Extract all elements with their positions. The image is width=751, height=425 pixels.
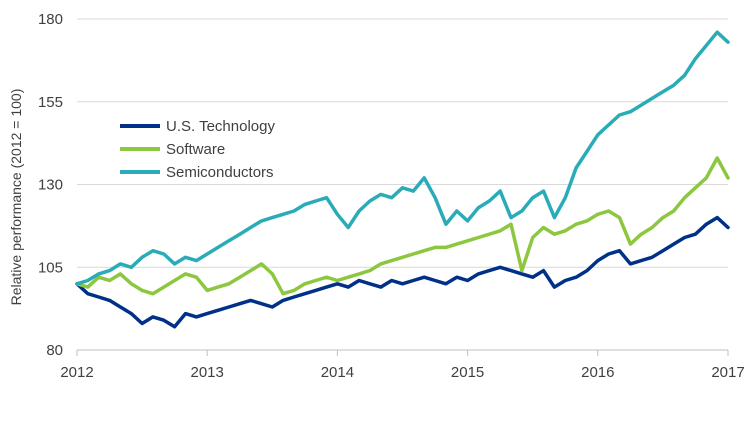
series-line-u-s-technology xyxy=(75,215,730,329)
series-layer xyxy=(75,30,730,329)
x-tick-label-2013: 2013 xyxy=(191,364,224,381)
x-tick-label-2014: 2014 xyxy=(321,364,354,381)
y-axis: 80 105 130 155 180 xyxy=(38,11,728,359)
y-axis-title: Relative performance (2012 = 100) xyxy=(8,89,24,306)
series-line-semiconductors xyxy=(75,30,730,286)
y-tick-label-155: 155 xyxy=(38,94,63,111)
series-line-software xyxy=(75,156,730,296)
legend: U.S. Technology Software Semiconductors xyxy=(120,118,275,181)
x-tick-label-2016: 2016 xyxy=(581,364,614,381)
y-tick-label-105: 105 xyxy=(38,259,63,276)
y-tick-label-180: 180 xyxy=(38,11,63,28)
x-axis: 2012 2013 2014 2015 2016 2017 xyxy=(60,349,745,381)
x-tick-label-2015: 2015 xyxy=(451,364,484,381)
legend-label-u-s-technology: U.S. Technology xyxy=(166,118,275,135)
legend-label-semiconductors: Semiconductors xyxy=(166,164,274,181)
x-tick-label-2012: 2012 xyxy=(60,364,93,381)
legend-label-software: Software xyxy=(166,141,225,158)
y-tick-label-130: 130 xyxy=(38,177,63,194)
y-tick-label-80: 80 xyxy=(46,342,63,359)
x-tick-label-2017: 2017 xyxy=(711,364,744,381)
